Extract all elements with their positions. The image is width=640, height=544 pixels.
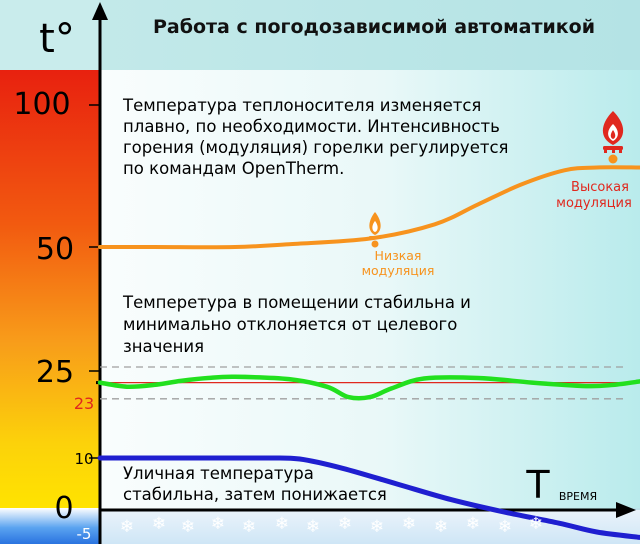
tick-label-25: 25 (36, 355, 74, 390)
room-note-line: Темперетура в помещении стабильна и (122, 293, 471, 312)
high-flame-icon (602, 111, 624, 153)
snowflake-icon: ❄ (529, 514, 543, 534)
low-modulation-label: Низкая (375, 248, 422, 263)
coolant-note-line: горения (модуляция) горелки регулируется (123, 138, 508, 157)
low-flame-icon (369, 212, 381, 239)
room-note-line: значения (123, 337, 204, 356)
x-axis-arrow (616, 502, 636, 518)
snowflake-icon: ❄ (338, 514, 352, 534)
room-temperature-curve (97, 374, 640, 401)
high-modulation-label: модуляция (556, 196, 632, 211)
header-corner (0, 0, 100, 70)
temperature-scale-bar (0, 70, 100, 510)
outdoor-temperature-curve (97, 455, 640, 540)
outdoor-note-line: Уличная температура (123, 464, 314, 483)
coolant-note-line: плавно, по необходимости. Интенсивность (123, 117, 500, 136)
snowflake-row: ❄ ❄ ❄ ❄ ❄ ❄ ❄ ❄ ❄ ❄ ❄ ❄ ❄ ❄ (120, 514, 543, 537)
snowflake-icon: ❄ (275, 514, 289, 534)
snowflake-icon: ❄ (466, 514, 480, 534)
tick-label-23: 23 (74, 394, 94, 413)
snowflake-icon: ❄ (120, 517, 134, 537)
low-modulation-point (371, 240, 379, 248)
tick-label-0: 0 (54, 491, 73, 526)
coolant-note-line: Температура теплоносителя изменяется (122, 96, 481, 115)
snowflake-icon: ❄ (181, 517, 195, 537)
coolant-note: Температура теплоносителя изменяется пла… (122, 96, 514, 178)
coolant-note-line: по командам OpenTherm. (123, 159, 344, 178)
room-note: Темперетура в помещении стабильна и мини… (122, 293, 476, 356)
snowflake-icon: ❄ (306, 517, 320, 537)
cold-scale-bar (0, 508, 100, 544)
header-band (0, 0, 640, 70)
snowflake-icon: ❄ (434, 517, 448, 537)
tick-label-50: 50 (36, 232, 74, 267)
snowflake-icon: ❄ (211, 514, 225, 534)
low-modulation-label: модуляция (362, 263, 435, 278)
page-title: Работа с погодозависимой автоматикой (153, 16, 595, 38)
tick-label-10: 10 (74, 450, 93, 468)
high-modulation-label: Высокая (571, 180, 629, 195)
x-axis-label: T (525, 463, 550, 507)
outdoor-note: Уличная температура стабильна, затем пон… (123, 464, 387, 504)
snowflake-icon: ❄ (242, 517, 256, 537)
snowflake-icon: ❄ (402, 514, 416, 534)
frost-band (100, 510, 640, 544)
tick-label-minus5: -5 (77, 525, 92, 543)
x-axis-sublabel: ВРЕМЯ (559, 490, 597, 503)
room-note-line: минимально отклоняется от целевого (123, 315, 457, 334)
high-modulation-point (608, 154, 618, 164)
snowflake-icon: ❄ (152, 514, 166, 534)
outdoor-note-line: стабильна, затем понижается (123, 485, 387, 504)
snowflake-icon: ❄ (370, 517, 384, 537)
snowflake-icon: ❄ (498, 517, 512, 537)
tick-label-100: 100 (13, 87, 70, 122)
y-axis-arrow (92, 2, 108, 20)
coolant-temperature-curve (98, 165, 640, 250)
y-axis-label: t° (39, 16, 75, 62)
